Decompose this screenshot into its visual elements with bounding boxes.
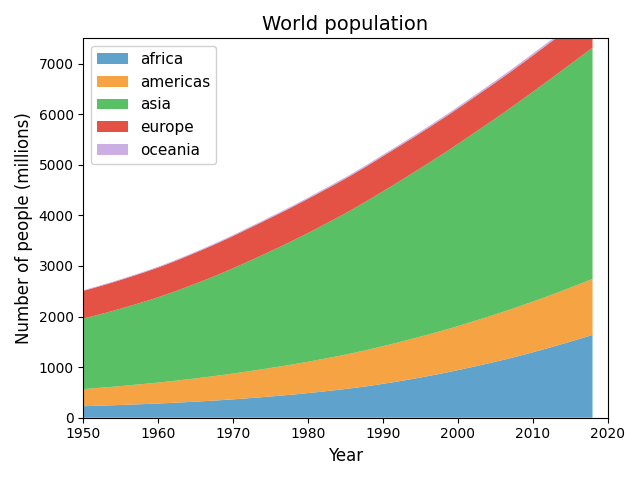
Title: World population: World population — [262, 15, 429, 34]
X-axis label: Year: Year — [328, 447, 363, 465]
Legend: africa, americas, asia, europe, oceania: africa, americas, asia, europe, oceania — [91, 46, 216, 164]
Y-axis label: Number of people (millions): Number of people (millions) — [15, 112, 33, 344]
